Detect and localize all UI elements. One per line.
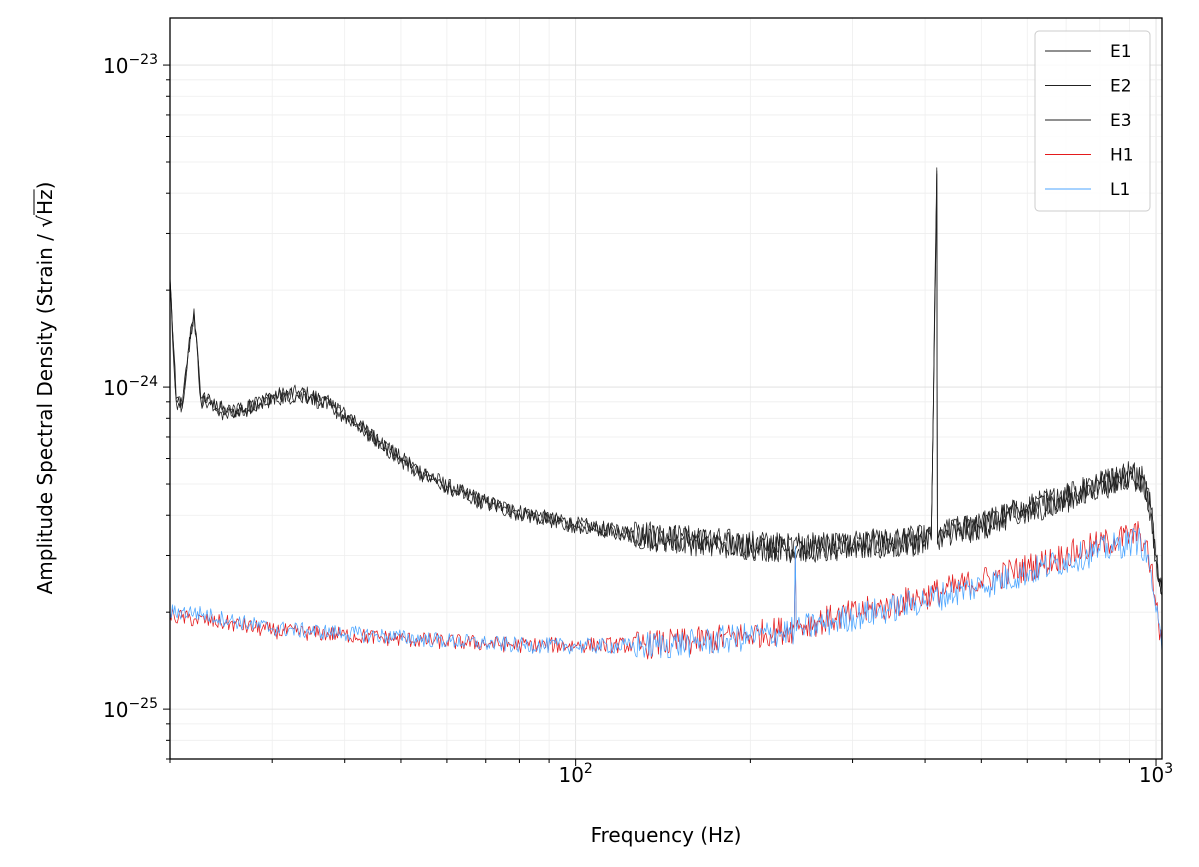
series-layer	[170, 167, 1162, 660]
y-axis-label-prefix: Amplitude Spectral Density (Strain /	[33, 228, 57, 595]
legend-entry-e3: E3	[1110, 111, 1132, 131]
y-axis-label-unit: Hz	[33, 189, 57, 215]
legend: E1 E2 E3 H1 L1	[1034, 30, 1151, 212]
y-axis-label-suffix: )	[33, 182, 57, 190]
series-line-l1	[170, 527, 1162, 659]
axis-ticks	[163, 64, 1157, 766]
y-tick-label: 10−23	[103, 52, 158, 78]
legend-box	[1034, 30, 1151, 212]
x-axis-label: Frequency (Hz)	[591, 823, 742, 847]
legend-entry-e1: E1	[1110, 42, 1132, 62]
legend-entry-h1: H1	[1110, 146, 1134, 166]
y-tick-label: 10−25	[103, 696, 158, 722]
tick-labels: 102 103 10−25 10−24 10−23	[103, 52, 1173, 787]
plot-frame	[169, 17, 1163, 760]
series-line-e3	[170, 170, 1162, 594]
grid	[169, 18, 1162, 760]
svg-text:Amplitude Spectral Density (St: Amplitude Spectral Density (Strain / √Hz…	[33, 182, 57, 595]
x-tick-label: 102	[558, 761, 592, 787]
y-tick-label: 10−24	[103, 374, 158, 400]
y-axis-label-radical: √	[33, 215, 57, 228]
legend-entry-e2: E2	[1110, 77, 1132, 97]
x-tick-label: 103	[1139, 761, 1173, 787]
y-axis-label: Amplitude Spectral Density (Strain / √Hz…	[33, 182, 57, 595]
legend-entry-l1: L1	[1110, 180, 1130, 200]
